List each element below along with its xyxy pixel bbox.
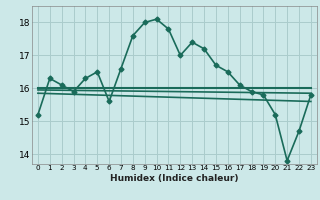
X-axis label: Humidex (Indice chaleur): Humidex (Indice chaleur): [110, 174, 239, 183]
